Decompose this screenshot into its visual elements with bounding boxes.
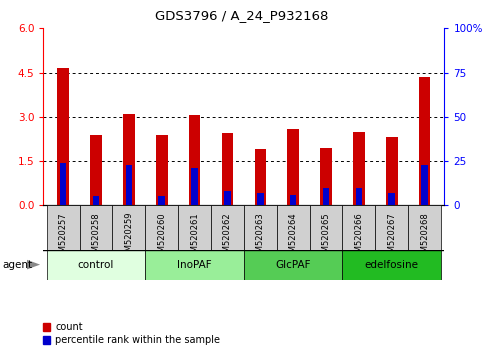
Text: GSM520263: GSM520263 <box>256 212 265 263</box>
Bar <box>80 205 113 250</box>
Bar <box>421 165 428 205</box>
Bar <box>47 205 80 250</box>
Text: InoPAF: InoPAF <box>177 259 212 270</box>
Bar <box>90 135 102 205</box>
Text: control: control <box>78 259 114 270</box>
Bar <box>145 250 244 280</box>
Bar <box>244 205 277 250</box>
Bar <box>255 149 266 205</box>
Bar <box>310 205 342 250</box>
Bar <box>189 115 200 205</box>
Bar <box>355 188 362 205</box>
Text: GSM520266: GSM520266 <box>355 212 363 263</box>
Bar <box>320 148 332 205</box>
Bar <box>123 114 135 205</box>
Bar <box>57 68 69 205</box>
Bar <box>191 168 198 205</box>
Legend: count, percentile rank within the sample: count, percentile rank within the sample <box>39 319 224 349</box>
Text: GlcPAF: GlcPAF <box>275 259 311 270</box>
Bar <box>156 135 168 205</box>
Bar <box>126 165 132 205</box>
Bar <box>222 133 233 205</box>
Bar <box>93 196 99 205</box>
Bar <box>47 250 145 280</box>
Bar <box>408 205 441 250</box>
Text: GSM520259: GSM520259 <box>125 212 133 262</box>
Bar <box>244 250 342 280</box>
Bar <box>113 205 145 250</box>
Text: GSM520268: GSM520268 <box>420 212 429 263</box>
Text: GSM520258: GSM520258 <box>92 212 100 263</box>
Text: edelfosine: edelfosine <box>365 259 419 270</box>
Bar <box>287 129 299 205</box>
Text: GSM520257: GSM520257 <box>59 212 68 263</box>
Bar <box>277 205 310 250</box>
Bar <box>419 77 430 205</box>
Bar <box>323 188 329 205</box>
Bar <box>178 205 211 250</box>
Text: agent: agent <box>2 260 32 270</box>
Text: GDS3796 / A_24_P932168: GDS3796 / A_24_P932168 <box>155 9 328 22</box>
Bar <box>145 205 178 250</box>
Bar <box>257 193 264 205</box>
Bar <box>342 205 375 250</box>
Bar <box>388 193 395 205</box>
Text: GSM520264: GSM520264 <box>289 212 298 263</box>
Bar <box>386 137 398 205</box>
Bar <box>342 250 441 280</box>
Polygon shape <box>27 260 40 270</box>
Bar <box>290 195 297 205</box>
Text: GSM520267: GSM520267 <box>387 212 396 263</box>
Bar <box>224 191 231 205</box>
Text: GSM520265: GSM520265 <box>322 212 330 263</box>
Bar <box>375 205 408 250</box>
Text: GSM520262: GSM520262 <box>223 212 232 263</box>
Text: GSM520261: GSM520261 <box>190 212 199 263</box>
Text: GSM520260: GSM520260 <box>157 212 166 263</box>
Bar <box>60 163 67 205</box>
Bar <box>211 205 244 250</box>
Bar <box>158 196 165 205</box>
Bar <box>353 132 365 205</box>
